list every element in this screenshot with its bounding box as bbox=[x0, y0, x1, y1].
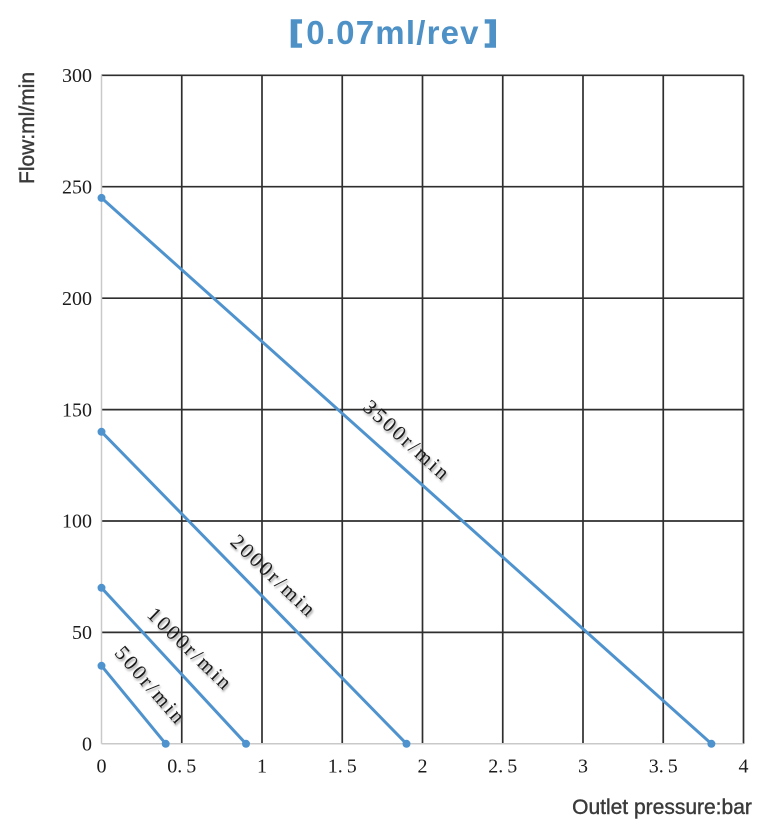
svg-text:0: 0 bbox=[82, 734, 92, 756]
svg-text:0: 0 bbox=[97, 756, 107, 778]
svg-text:3: 3 bbox=[578, 756, 588, 778]
svg-text:250: 250 bbox=[62, 176, 92, 198]
svg-text:100: 100 bbox=[62, 511, 92, 533]
svg-text:1: 1 bbox=[257, 756, 267, 778]
svg-text:Outlet pressure:bar: Outlet pressure:bar bbox=[572, 796, 752, 819]
svg-text:0.07ml/rev: 0.07ml/rev bbox=[306, 14, 479, 51]
svg-text:50: 50 bbox=[72, 622, 92, 644]
svg-text:300: 300 bbox=[62, 65, 92, 87]
svg-text:1. 5: 1. 5 bbox=[328, 756, 357, 778]
svg-text:200: 200 bbox=[62, 288, 92, 310]
svg-text:2: 2 bbox=[418, 756, 428, 778]
svg-text:3. 5: 3. 5 bbox=[649, 756, 678, 778]
svg-text:150: 150 bbox=[62, 399, 92, 421]
svg-text:2. 5: 2. 5 bbox=[488, 756, 517, 778]
svg-text:4: 4 bbox=[739, 756, 749, 778]
svg-text:Flow:ml/min: Flow:ml/min bbox=[16, 72, 39, 184]
svg-text:0. 5: 0. 5 bbox=[167, 756, 196, 778]
